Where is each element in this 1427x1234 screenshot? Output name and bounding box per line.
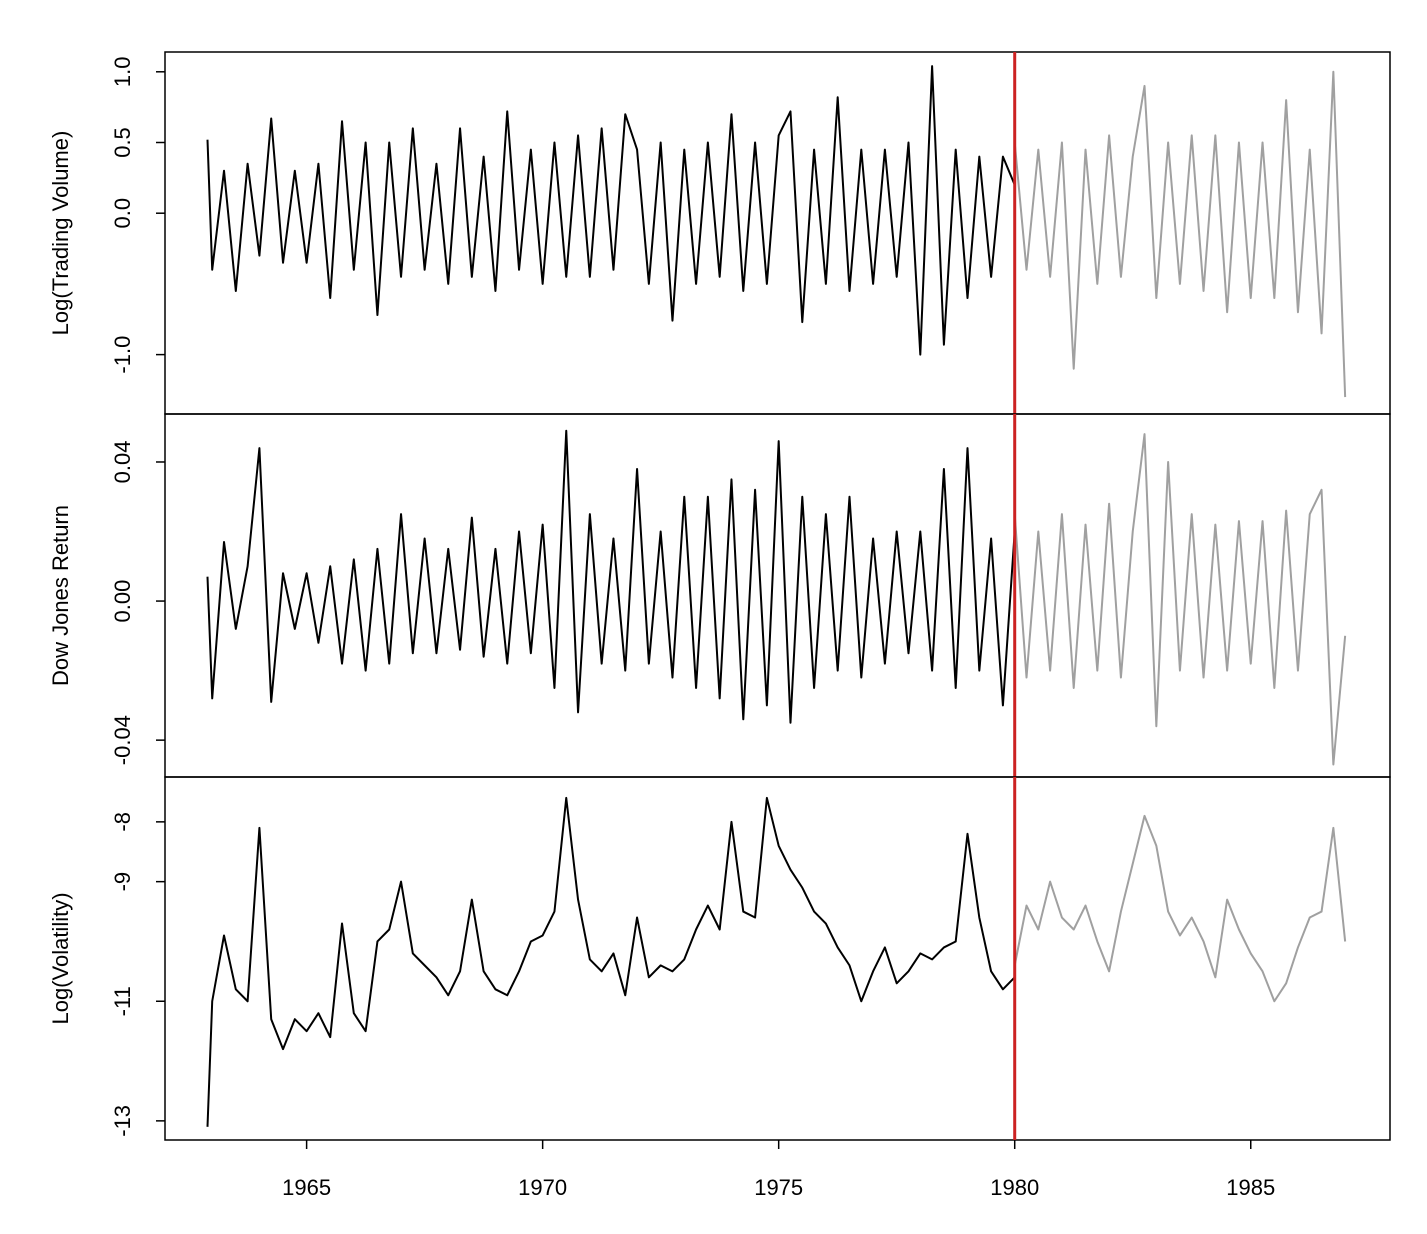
series-line — [1013, 70, 1347, 398]
series-line — [206, 796, 1016, 1127]
y-tick-label: -9 — [110, 872, 135, 892]
y-tick-label: 0.0 — [110, 198, 135, 229]
x-tick-label: 1975 — [754, 1175, 803, 1200]
y-tick-label: -11 — [110, 986, 135, 1016]
y-tick-label: -8 — [110, 812, 135, 832]
series-line — [206, 65, 1016, 356]
series-line — [1013, 433, 1347, 766]
y-tick-label: -1.0 — [110, 336, 135, 374]
y-tick-label: -13 — [110, 1105, 135, 1137]
y-tick-label: 0.00 — [110, 580, 135, 623]
x-tick-label: 1965 — [282, 1175, 331, 1200]
panel-frame — [164, 51, 1391, 415]
series-line — [1013, 814, 1347, 1003]
y-tick-label: 0.5 — [110, 127, 135, 158]
y-tick-label: 0.04 — [110, 441, 135, 484]
y-axis-label: Log(Volatility) — [48, 892, 73, 1024]
y-tick-label: 1.0 — [110, 57, 135, 88]
y-axis-label: Log(Trading Volume) — [48, 131, 73, 336]
panel-frame — [164, 776, 1391, 1141]
x-tick-label: 1970 — [518, 1175, 567, 1200]
x-tick-label: 1985 — [1226, 1175, 1275, 1200]
y-tick-label: -0.04 — [110, 715, 135, 765]
x-tick-label: 1980 — [990, 1175, 1039, 1200]
series-line — [206, 429, 1016, 724]
y-axis-label: Dow Jones Return — [48, 505, 73, 686]
